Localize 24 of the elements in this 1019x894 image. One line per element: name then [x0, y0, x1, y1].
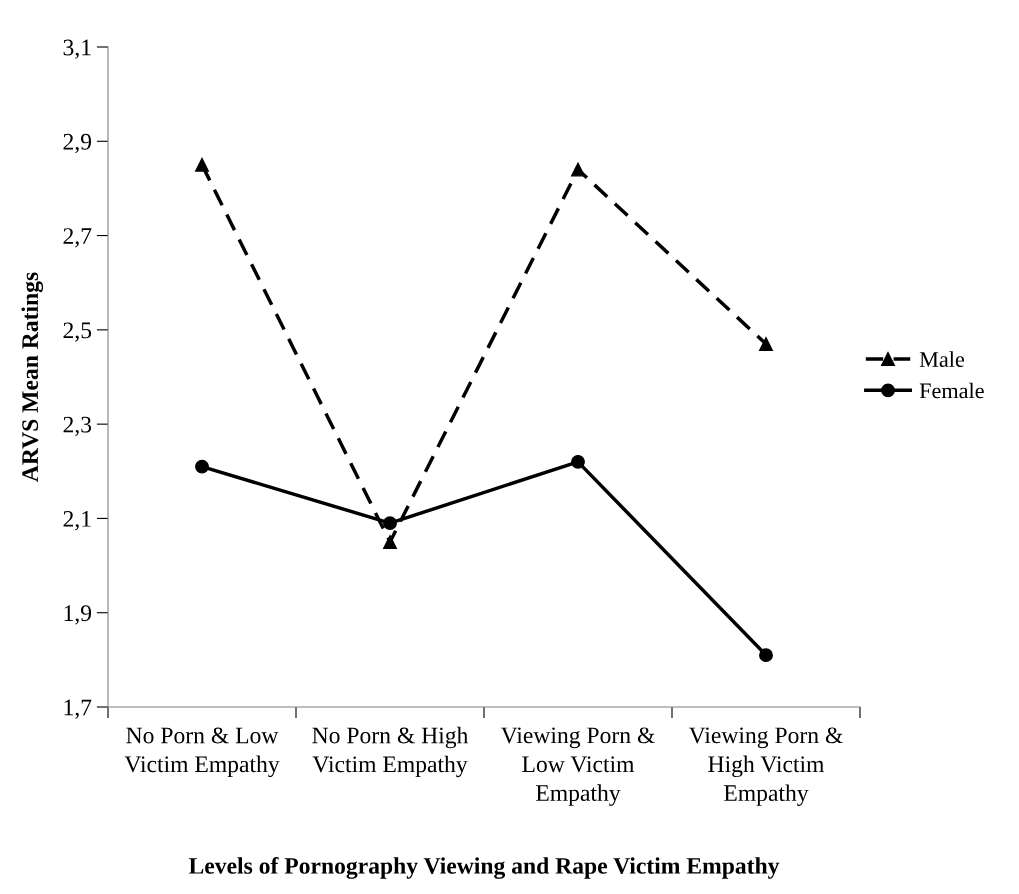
point: [383, 516, 397, 531]
x-tick-label: No Porn & High Victim Empathy: [312, 726, 469, 778]
y-tick-label: 2,7: [63, 228, 92, 248]
y-tick-label: 1,9: [64, 605, 92, 625]
x-axis-title: Levels of Pornography Viewing and Rape Victim Empathy: [188, 857, 780, 879]
y-tick-label: 2,5: [63, 322, 92, 342]
point: [759, 337, 773, 351]
y-tick-label: 1,7: [64, 699, 92, 719]
y-tick-label: 2,1: [63, 510, 91, 531]
point: [759, 648, 773, 663]
y-axis-title: ARVS Mean Ratings: [21, 272, 44, 482]
y-tick-label: 2,9: [63, 133, 92, 154]
y-tick-label: 3,1: [63, 39, 91, 59]
x-tick-label: No Porn & Low Victim Empathy: [124, 727, 280, 778]
point: [571, 162, 585, 177]
legend-label: Female: [919, 382, 984, 399]
point: [571, 454, 585, 469]
y-tick-label: 2,3: [63, 416, 92, 436]
x-tick-label: Viewing Porn & Low Victim Empathy: [500, 727, 655, 806]
legend-label: Male: [919, 351, 965, 367]
point: [195, 459, 209, 474]
x-tick-label: Viewing Porn & High Victim Empathy: [688, 727, 843, 806]
point: [383, 535, 397, 549]
point: [195, 157, 209, 172]
